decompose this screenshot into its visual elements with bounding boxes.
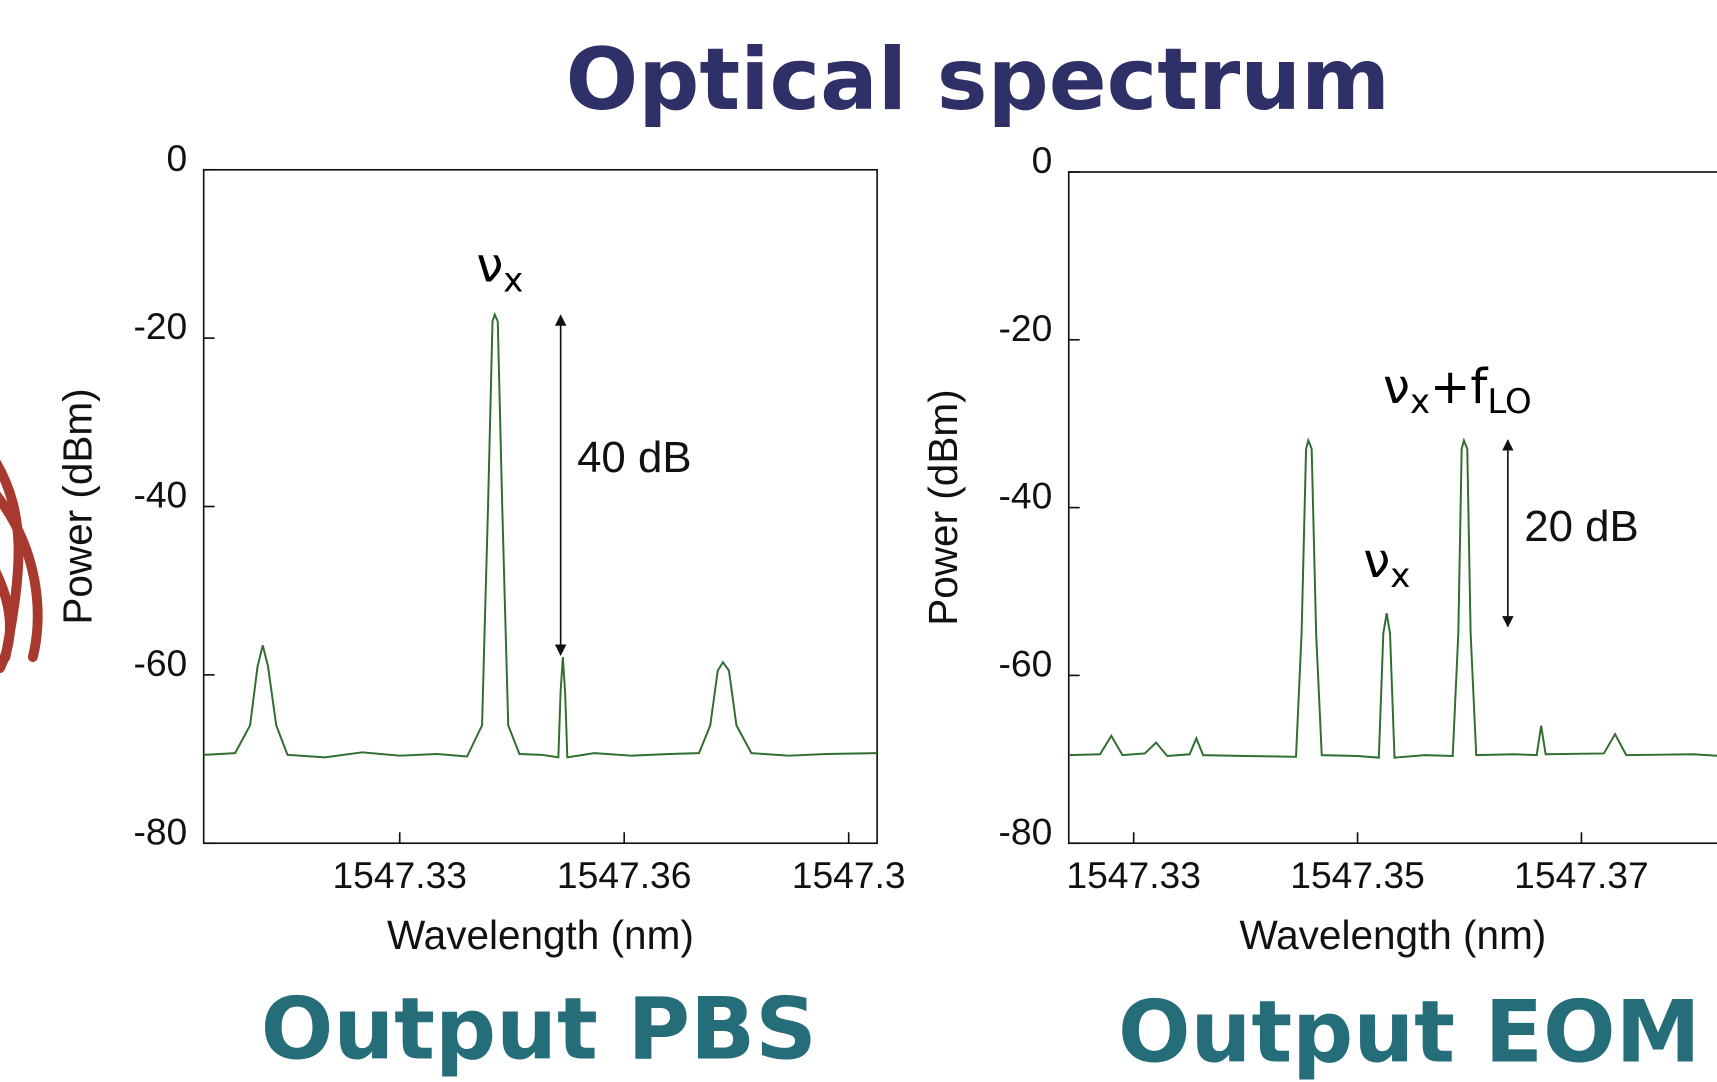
y-tick-label: -40 <box>133 474 187 516</box>
spectrum-line <box>1068 437 1717 759</box>
annotation-text: 40 dB <box>577 433 691 482</box>
y-tick-label: -60 <box>133 642 187 684</box>
y-tick-label: 0 <box>1032 139 1053 181</box>
y-tick-label: -80 <box>133 810 187 852</box>
annotation-subscript: x <box>503 260 523 300</box>
annotation: 20 dB <box>1524 502 1638 551</box>
annotation-text: ν <box>1383 359 1410 415</box>
y-tick-label: -80 <box>999 810 1053 852</box>
x-tick-label: 1547.35 <box>1290 854 1425 896</box>
spectrum-line <box>203 311 878 759</box>
annotation: νx+fLO <box>1383 359 1532 422</box>
y-tick-label: -20 <box>133 305 187 347</box>
x-tick-label: 1547.37 <box>1514 854 1649 896</box>
x-axis-label: Wavelength (nm) <box>387 912 694 958</box>
y-tick-label: -60 <box>999 642 1053 684</box>
cable-strand <box>0 491 43 663</box>
chart-caption: Output PBS <box>261 980 817 1079</box>
y-axis-label: Power (dBm) <box>920 389 966 625</box>
y-tick-label: 0 <box>167 137 188 179</box>
annotation-subscript: x <box>1410 382 1430 422</box>
cable <box>0 459 43 673</box>
annotation-subscript: LO <box>1487 382 1531 422</box>
plot-frame <box>202 168 878 845</box>
annotation-subscript: x <box>1390 556 1410 596</box>
annotation: 40 dB <box>577 433 691 482</box>
chart-caption: Output EOM <box>1118 984 1701 1082</box>
y-tick-label: -40 <box>999 475 1053 517</box>
annotation-text: ν <box>476 237 503 293</box>
x-tick-label: 1547.33 <box>1066 854 1201 896</box>
y-axis-label: Power (dBm) <box>55 388 101 624</box>
plot: 0 -20 -40 -60 -80 1547.33 1547.35 1547.37 Wavele… <box>920 139 1717 958</box>
page-title: Optical spectrum <box>566 31 1390 130</box>
x-axis-label: Wavelength (nm) <box>1239 912 1546 958</box>
annotation-text: +f <box>1430 359 1488 415</box>
x-tick-label: 1547.33 <box>332 854 467 896</box>
x-tick-label: 1547.36 <box>557 854 692 896</box>
cable-strand <box>0 569 15 673</box>
annotation-text: 20 dB <box>1524 502 1638 551</box>
y-tick-label: -20 <box>999 307 1053 349</box>
annotation: νx <box>476 237 523 300</box>
x-tick-label: 1547.3 <box>792 854 906 896</box>
annotation-text: ν <box>1363 533 1390 589</box>
plot: 0 -20 -40 -60 -80 1547.33 1547.36 1547.3 Wavelen… <box>55 137 906 958</box>
annotation: νx <box>1363 533 1410 596</box>
